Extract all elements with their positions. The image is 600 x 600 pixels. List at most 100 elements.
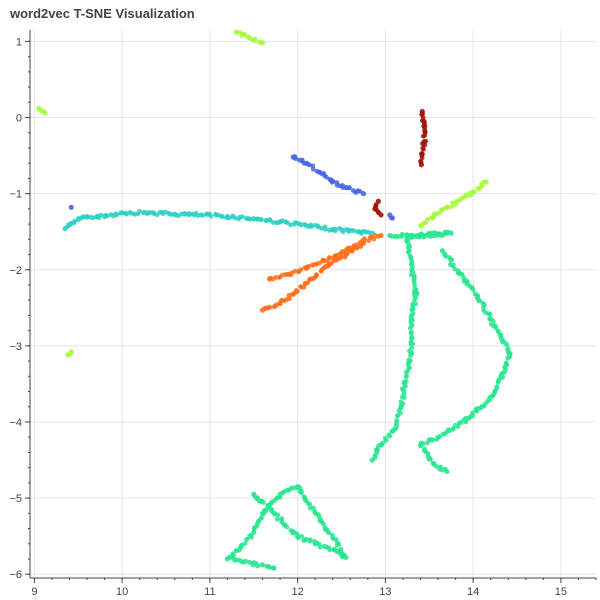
data-point	[68, 204, 74, 210]
data-point	[307, 505, 313, 511]
data-point	[468, 414, 473, 420]
data-point	[403, 374, 409, 380]
data-point	[495, 380, 501, 385]
data-point	[275, 220, 281, 226]
data-point	[481, 304, 486, 310]
data-point	[247, 533, 252, 539]
data-point	[449, 200, 455, 206]
data-point	[346, 185, 352, 191]
data-point	[312, 509, 318, 515]
data-point	[375, 210, 381, 215]
data-point	[372, 455, 378, 461]
data-point	[301, 494, 307, 500]
data-point	[455, 270, 461, 276]
data-point	[327, 547, 333, 553]
data-point	[418, 443, 423, 449]
data-point	[219, 214, 225, 220]
data-point	[500, 375, 506, 380]
data-point	[399, 233, 405, 239]
data-point	[407, 353, 413, 359]
data-point	[386, 432, 392, 438]
data-point	[267, 304, 273, 310]
data-point	[440, 431, 446, 437]
data-point	[409, 330, 414, 336]
data-point	[418, 159, 424, 165]
data-point	[284, 524, 290, 530]
data-point	[424, 440, 430, 446]
data-point	[317, 260, 323, 266]
data-point	[238, 543, 244, 549]
data-point	[169, 212, 174, 217]
data-point	[302, 221, 307, 227]
x-tick-label: 13	[379, 586, 391, 598]
data-point	[307, 277, 312, 283]
data-point	[295, 535, 301, 541]
data-point	[195, 213, 200, 219]
data-point	[251, 527, 257, 532]
data-point	[360, 191, 367, 197]
data-point	[114, 212, 119, 218]
data-point	[358, 242, 364, 248]
x-tick-label: 9	[31, 586, 37, 598]
data-point	[252, 38, 258, 44]
data-point	[487, 311, 493, 317]
x-tick-label: 15	[555, 586, 567, 598]
data-point	[390, 429, 396, 434]
data-point	[137, 208, 142, 214]
data-point	[505, 355, 511, 361]
data-point	[298, 267, 304, 273]
data-point	[267, 217, 273, 223]
data-point	[498, 332, 504, 338]
y-tick-label: −6	[9, 569, 22, 581]
data-point	[98, 212, 104, 218]
data-point	[186, 211, 192, 216]
data-point	[442, 229, 448, 235]
data-point	[265, 503, 271, 509]
data-point	[388, 215, 394, 220]
data-point	[123, 211, 129, 217]
data-point	[403, 370, 409, 375]
series-7	[224, 229, 513, 571]
data-point	[307, 538, 313, 544]
data-point	[409, 334, 415, 340]
data-point	[290, 530, 296, 536]
data-point	[445, 204, 451, 210]
data-point	[373, 203, 379, 209]
series-3	[68, 204, 396, 221]
data-point	[487, 316, 492, 321]
data-point	[434, 436, 440, 442]
data-point	[432, 211, 437, 217]
data-point	[294, 531, 300, 537]
y-tick-label: 1	[16, 36, 22, 48]
data-point	[255, 563, 261, 569]
data-point	[273, 275, 279, 280]
data-point	[350, 228, 356, 233]
data-point	[375, 233, 381, 239]
data-point	[267, 565, 273, 570]
axis-frame	[29, 30, 596, 579]
data-point	[310, 166, 316, 172]
data-point	[294, 485, 300, 491]
data-point	[320, 257, 326, 263]
data-point	[313, 272, 319, 278]
data-point	[412, 281, 417, 287]
data-points	[36, 29, 513, 571]
series-4	[62, 208, 375, 236]
data-point	[468, 192, 473, 198]
data-point	[450, 262, 456, 268]
y-tick-label: −1	[9, 189, 22, 201]
data-point	[419, 222, 425, 228]
data-point	[208, 213, 214, 219]
data-point	[261, 500, 266, 505]
data-point	[329, 532, 335, 538]
data-point	[68, 220, 74, 226]
data-point	[340, 249, 346, 254]
data-point	[85, 214, 91, 220]
data-point	[72, 218, 78, 224]
data-point	[226, 555, 232, 561]
data-point	[422, 126, 428, 131]
y-tick-label: −4	[9, 417, 22, 429]
data-point	[40, 109, 46, 114]
y-tick-label: −3	[9, 341, 22, 353]
data-point	[67, 351, 73, 357]
